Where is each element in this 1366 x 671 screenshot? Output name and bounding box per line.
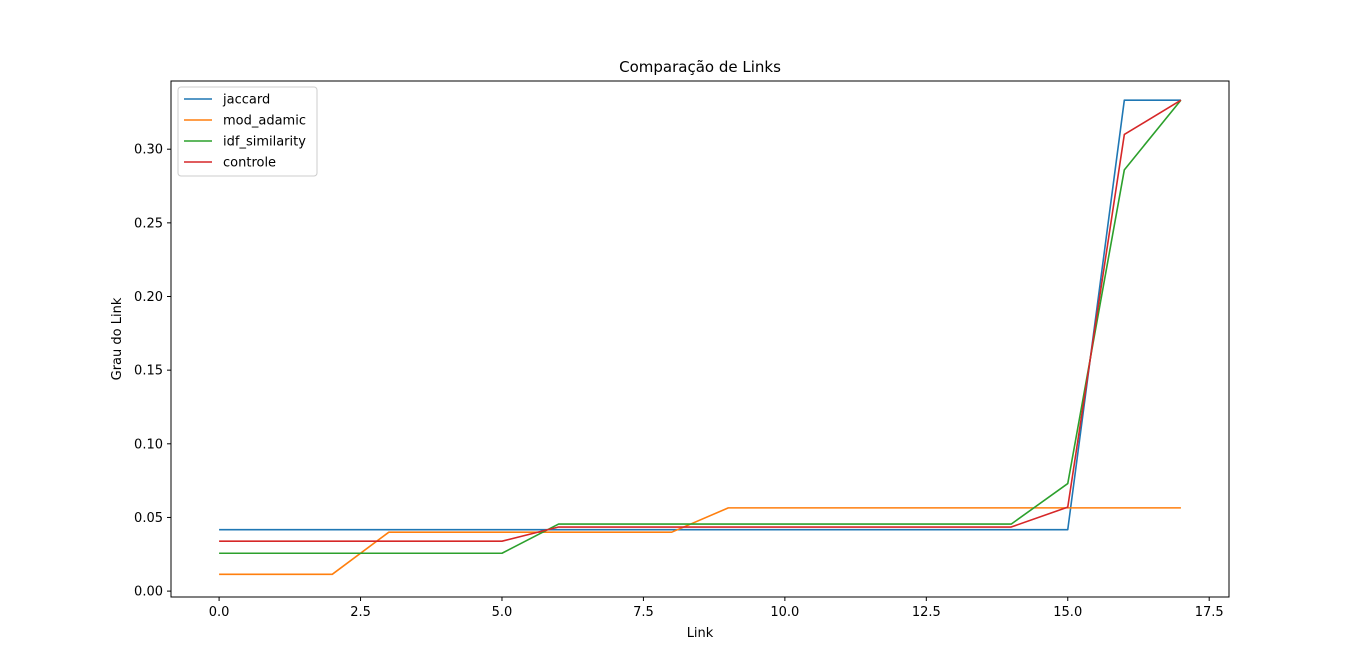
y-tick-label: 0.10 <box>134 437 163 452</box>
legend-box <box>177 86 318 177</box>
legend: jaccard mod_adamic idf_similarity controle <box>177 86 318 177</box>
x-tick-label: 17.5 <box>1195 605 1224 620</box>
y-tick-label: 0.30 <box>134 143 163 158</box>
x-tick-label: 15.0 <box>1053 605 1082 620</box>
x-tick-label: 10.0 <box>770 605 799 620</box>
x-axis-title: Link <box>687 626 714 641</box>
y-axis-ticks: 0.00 0.05 0.10 0.15 0.20 0.25 0.30 <box>134 143 171 600</box>
x-tick-label: 2.5 <box>350 605 371 620</box>
y-tick-label: 0.05 <box>134 511 163 526</box>
x-tick-label: 7.5 <box>633 605 654 620</box>
axes-frame <box>170 80 1230 598</box>
y-tick-label: 0.15 <box>134 364 163 379</box>
x-tick-label: 12.5 <box>912 605 941 620</box>
x-axis-ticks: 0.0 2.5 5.0 7.5 10.0 12.5 15.0 17.5 <box>209 597 1224 620</box>
series-line-mod-adamic <box>219 507 1181 576</box>
plot-area <box>170 80 1230 598</box>
series-line-idf-similarity <box>219 99 1182 555</box>
x-tick-label: 0.0 <box>209 605 230 620</box>
y-tick-label: 0.25 <box>134 216 163 231</box>
legend-label-idf-similarity: idf_similarity <box>223 135 306 150</box>
x-tick-label: 5.0 <box>492 605 513 620</box>
y-axis-title: Grau do Link <box>110 297 125 380</box>
y-tick-label: 0.00 <box>134 585 163 600</box>
legend-label-jaccard: jaccard <box>222 93 270 108</box>
series-line-jaccard <box>219 99 1181 531</box>
y-tick-label: 0.20 <box>134 290 163 305</box>
legend-label-mod-adamic: mod_adamic <box>223 114 306 129</box>
legend-label-controle: controle <box>223 156 276 171</box>
chart-title: Comparação de Links <box>619 58 781 76</box>
series-line-controle <box>219 99 1182 542</box>
